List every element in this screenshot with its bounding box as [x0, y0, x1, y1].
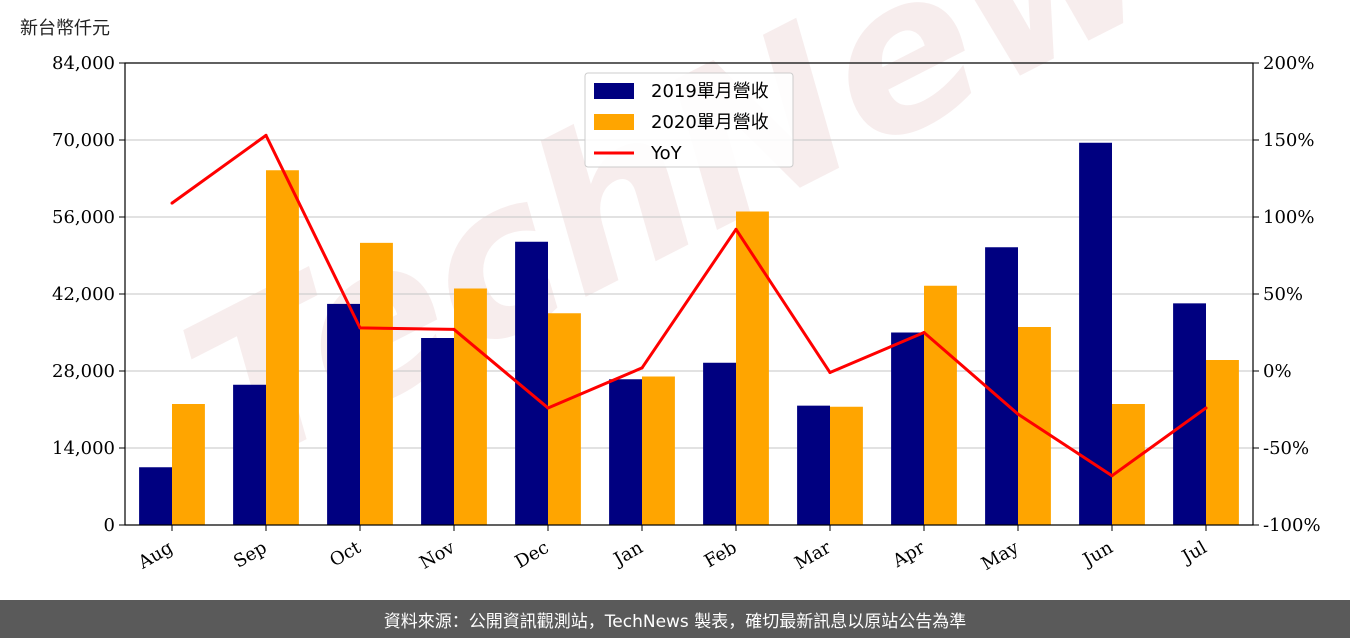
bar-2020 [548, 313, 581, 525]
y-tick-label: 56,000 [52, 207, 115, 228]
bar-2020 [266, 170, 299, 525]
yoy-point [264, 133, 268, 137]
bar-2020 [924, 285, 957, 525]
legend-swatch [594, 83, 634, 99]
bar-2020 [642, 376, 675, 525]
y2-tick-label: 150% [1263, 130, 1314, 151]
plot-frame [124, 62, 1254, 526]
bar-2019 [233, 384, 266, 525]
x-tick-label: Nov [416, 537, 459, 574]
bar-2019 [891, 332, 924, 525]
y-tick-label: 84,000 [52, 53, 115, 74]
x-tick-label: Jul [1177, 537, 1211, 569]
x-tick-label: Jun [1078, 537, 1117, 572]
bar-2019 [703, 362, 736, 525]
y2-tick-label: -100% [1263, 515, 1321, 536]
legend-label: YoY [650, 143, 683, 164]
y-tick-label: 42,000 [52, 284, 115, 305]
yoy-point [640, 366, 644, 370]
yoy-point [828, 371, 832, 375]
x-tick-label: Sep [230, 537, 270, 572]
yoy-point [1110, 474, 1114, 478]
bar-2020 [172, 404, 205, 525]
yoy-point [1204, 406, 1208, 410]
bar-2019 [421, 338, 454, 525]
bar-2019 [985, 247, 1018, 525]
legend-swatch [594, 114, 634, 130]
bar-2019 [609, 379, 642, 525]
y2-tick-label: 50% [1263, 284, 1303, 305]
revenue-chart: 0 14,000 28,000 42,000 56,000 70,000 84,000 -10… [52, 53, 1321, 575]
bar-2020 [360, 242, 393, 525]
bar-2019 [1173, 303, 1206, 525]
y2-tick-label: -50% [1263, 438, 1309, 459]
yoy-point [452, 327, 456, 331]
y-tick-label: 0 [104, 515, 115, 536]
x-tick-label: Oct [326, 537, 365, 572]
yoy-point [358, 326, 362, 330]
x-tick-label: Apr [888, 537, 928, 572]
x-tick-label: Aug [134, 537, 177, 574]
x-tick-label: Jan [609, 537, 647, 571]
bar-2020 [736, 211, 769, 525]
bar-2019 [139, 467, 172, 525]
yoy-point [170, 201, 174, 205]
bar-2019 [327, 303, 360, 525]
yoy-point [1016, 412, 1020, 416]
y2-tick-label: 200% [1263, 53, 1314, 74]
legend-label: 2019單月營收 [651, 81, 769, 102]
bar-2020 [830, 406, 863, 525]
x-tick-label: Mar [791, 537, 835, 574]
x-tick-label: Feb [701, 537, 741, 572]
legend-label: 2020單月營收 [651, 112, 769, 133]
x-tick-label: May [978, 537, 1023, 575]
bar-2019 [797, 405, 830, 525]
legend-box [584, 72, 794, 168]
y-tick-label: 14,000 [52, 438, 115, 459]
x-tick-label: Dec [512, 537, 553, 573]
y2-tick-label: 0% [1263, 361, 1292, 382]
yoy-point [922, 331, 926, 334]
y-axis-unit-label: 新台幣仟元 [20, 18, 110, 39]
yoy-point [546, 406, 550, 410]
yoy-line [171, 133, 1207, 478]
y-tick-label: 70,000 [52, 130, 115, 151]
yoy-point [734, 227, 738, 231]
source-footer: 資料來源：公開資訊觀測站，TechNews 製表，確切最新訊息以原站公告為準 [0, 600, 1350, 638]
y2-tick-label: 100% [1263, 207, 1314, 228]
bar-2019 [1079, 142, 1112, 525]
bar-2020 [454, 288, 487, 525]
bar-2020 [1206, 360, 1239, 525]
y-tick-label: 28,000 [52, 361, 115, 382]
